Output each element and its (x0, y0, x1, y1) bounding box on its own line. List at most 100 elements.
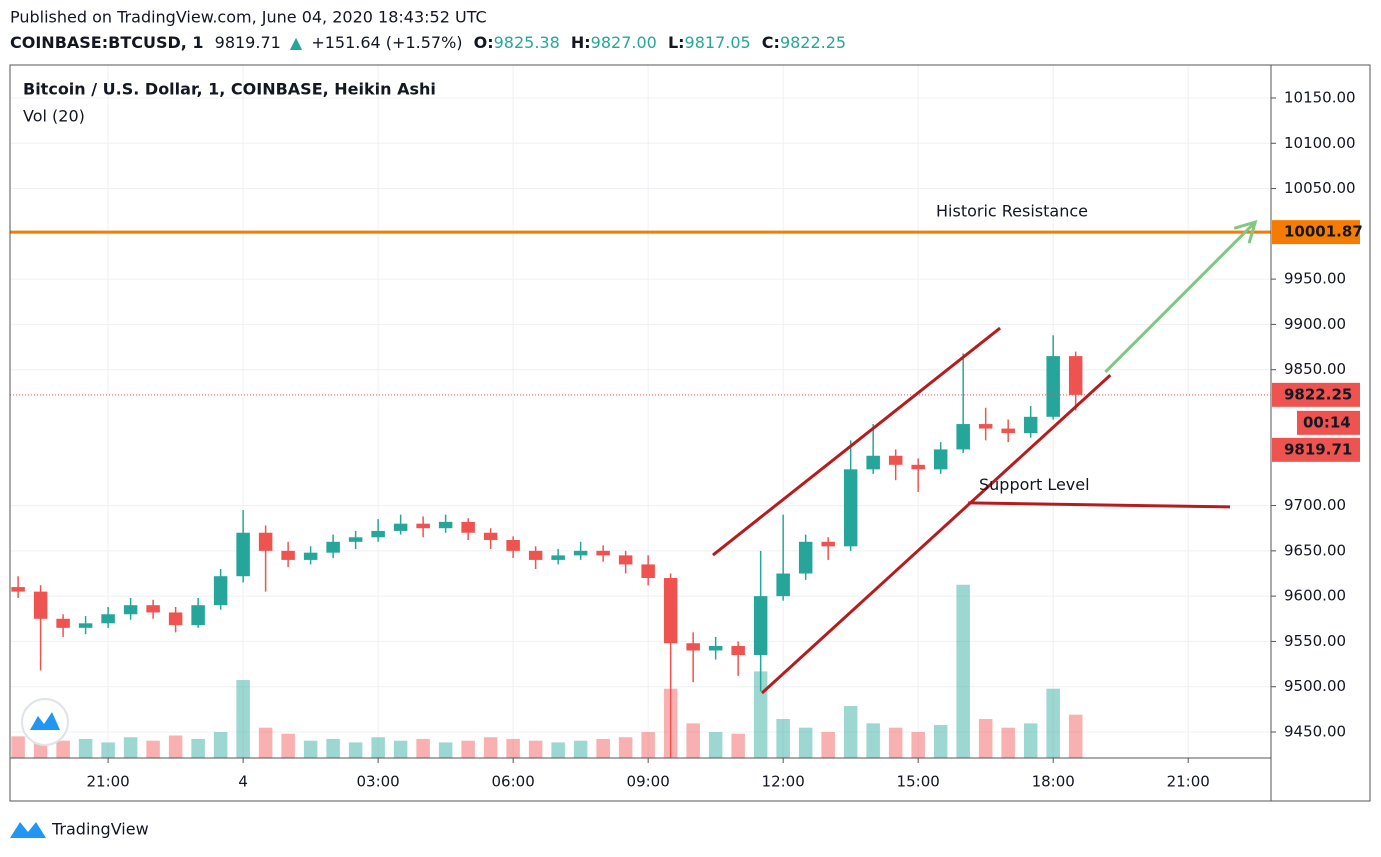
volume-bar (11, 736, 25, 758)
legend-volume: Vol (20) (23, 107, 85, 126)
ohlc-label: H: (571, 33, 591, 52)
volume-bar (101, 742, 115, 758)
arrow-line (1104, 220, 1257, 374)
candle-body (326, 541, 340, 553)
volume-bar (483, 737, 498, 758)
volume-bar (506, 738, 520, 758)
arrow: ▲ (290, 33, 303, 52)
y-tick-label: 9850.00 (1284, 360, 1346, 378)
candle-body (461, 521, 475, 533)
legend-title: Bitcoin / U.S. Dollar, 1, COINBASE, Heik… (23, 80, 436, 99)
resistance-badge-text: 10001.87 (1284, 223, 1363, 241)
volume-bar (798, 727, 813, 758)
candle-body (258, 532, 273, 551)
y-tick-label: 10150.00 (1284, 88, 1356, 106)
candle-body (866, 455, 880, 470)
candle-body (731, 645, 745, 656)
ohlc-label: L: (668, 33, 685, 52)
x-tick-label: 15:00 (897, 773, 940, 791)
trend-line (712, 326, 1002, 557)
candle-body (978, 424, 993, 429)
arrow-head (1233, 219, 1258, 244)
y-tick-label: 9650.00 (1284, 541, 1346, 559)
footer-logo (10, 822, 46, 838)
quote-line: COINBASE:BTCUSD, 1 9819.71 ▲ +151.64 (+1… (10, 33, 846, 52)
frame (9, 64, 1371, 802)
volume-bar (461, 740, 475, 758)
volume-bar (371, 737, 385, 758)
volume-bar (213, 732, 228, 758)
candle-body (956, 424, 970, 450)
volume-bar (618, 737, 633, 758)
volume-bar (348, 742, 363, 758)
volume-bar (956, 584, 970, 758)
trend-line (760, 374, 1112, 695)
candle-body (101, 614, 115, 624)
last: 9819.71 (215, 33, 281, 52)
volume-bar (686, 723, 700, 758)
volume-bar (596, 738, 610, 758)
candle-body (686, 643, 700, 651)
candle-body (438, 521, 453, 529)
x-tick-label: 12:00 (762, 773, 805, 791)
volume-bar (573, 740, 588, 758)
candle-body (776, 573, 790, 597)
volume-bar (888, 727, 903, 758)
candle-body (11, 587, 25, 592)
candle-body (506, 539, 520, 551)
overlays: Historic Resistance 10001.87 9822.25 00:14 9… (10, 202, 1363, 695)
x-tick-label: 18:00 (1032, 773, 1075, 791)
volume-bar (1001, 727, 1015, 758)
candle-body (168, 612, 183, 626)
volume-bar (1023, 723, 1038, 758)
candle-body (281, 550, 295, 560)
volume-bar (821, 732, 835, 758)
ohlc-label: O: (474, 33, 494, 52)
volume-bar (326, 738, 340, 758)
x-tick-label: 21:00 (86, 773, 129, 791)
x-tick-label: 03:00 (357, 773, 400, 791)
candle-body (641, 564, 655, 579)
candle-body (393, 523, 408, 531)
candle-body (911, 464, 925, 470)
candle-body (1046, 356, 1060, 417)
candle-body (1023, 416, 1038, 434)
last-price-badge (1272, 382, 1360, 407)
resistance-label: Historic Resistance (936, 202, 1088, 221)
volume-bar (168, 735, 183, 758)
volume-bar (776, 719, 790, 758)
bid-badge (1272, 437, 1360, 462)
ohlc-value: 9825.38 (494, 33, 560, 52)
volume-bar (438, 742, 453, 758)
volume-bar (731, 733, 745, 758)
ohlc-value: 9827.00 (591, 33, 657, 52)
candle-body (303, 552, 318, 560)
candle-body (1068, 356, 1083, 395)
x-tick-label: 06:00 (492, 773, 535, 791)
resistance-badge (1272, 220, 1360, 245)
candle-body (821, 541, 835, 547)
candle-body (78, 623, 93, 628)
candle-body (1001, 428, 1015, 434)
volume-bar (933, 725, 948, 758)
candles (11, 335, 1083, 758)
candle-body (371, 530, 385, 538)
grid (10, 65, 1271, 758)
x-tick-label: 4 (238, 773, 248, 791)
candle-body (843, 469, 858, 547)
volume-bar (258, 727, 273, 758)
support-label: Support Level (979, 475, 1090, 494)
candle-body (573, 550, 588, 556)
y-tick-label: 9450.00 (1284, 723, 1346, 741)
candle-body (236, 532, 250, 577)
x-tick-label: 09:00 (627, 773, 670, 791)
volume-bar (146, 740, 160, 758)
candle-body (551, 555, 565, 560)
countdown-text: 00:14 (1303, 413, 1351, 431)
volume-bar (281, 733, 295, 758)
volume-bar (1068, 714, 1083, 758)
candle-body (528, 550, 543, 560)
ohlc-value: 9822.25 (780, 33, 846, 52)
candle-body (416, 523, 430, 529)
